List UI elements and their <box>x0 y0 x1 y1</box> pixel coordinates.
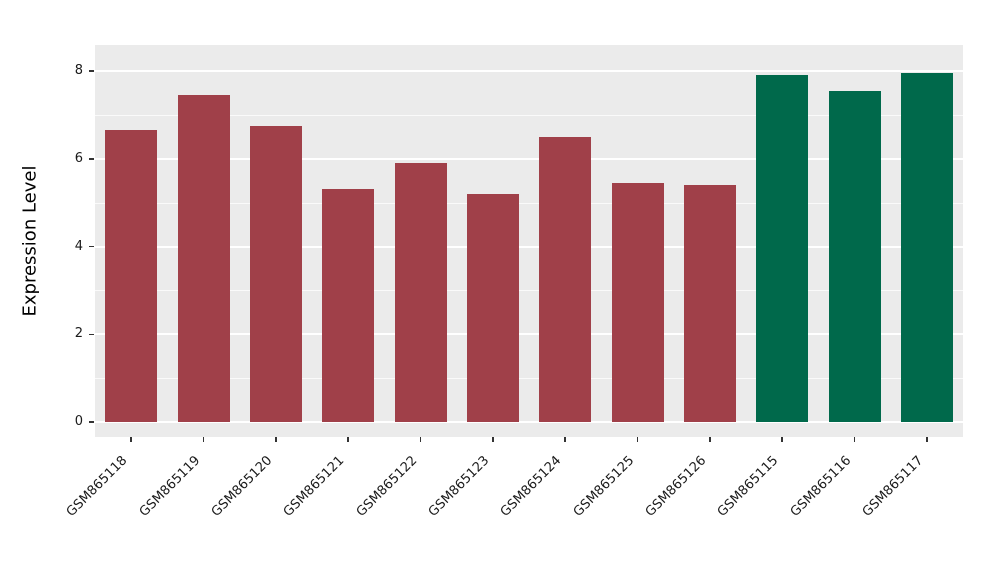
x-tick-mark <box>853 437 856 442</box>
x-tick-mark <box>419 437 422 442</box>
x-tick-mark <box>275 437 277 442</box>
x-tick-mark <box>709 437 711 442</box>
minor-gridline <box>95 290 963 292</box>
x-tick-mark <box>564 437 566 442</box>
major-gridline <box>95 245 963 248</box>
bar <box>322 189 375 422</box>
bar <box>611 182 664 422</box>
bar <box>249 125 302 422</box>
minor-gridline <box>95 114 963 116</box>
major-gridline <box>95 333 963 336</box>
x-tick-mark <box>492 437 494 442</box>
major-gridline <box>95 70 963 72</box>
bar <box>900 73 953 422</box>
y-tick-label: 4 <box>74 238 83 254</box>
bar <box>683 185 736 422</box>
y-tick-mark <box>89 70 94 72</box>
bar <box>828 90 881 422</box>
y-tick-label: 0 <box>74 414 83 429</box>
x-tick-mark <box>636 437 639 442</box>
bar <box>466 193 519 422</box>
major-gridline <box>95 157 963 160</box>
x-tick-mark <box>130 437 132 442</box>
bar <box>177 95 230 422</box>
x-tick-mark <box>202 437 205 442</box>
plot-panel <box>95 45 963 437</box>
y-tick-mark <box>89 333 94 335</box>
y-tick-label: 6 <box>74 150 83 166</box>
x-tick-mark <box>347 437 349 442</box>
bar <box>756 75 809 422</box>
bar <box>105 130 158 422</box>
y-tick-mark <box>89 421 94 423</box>
y-tick-mark <box>89 158 94 160</box>
minor-gridline <box>95 202 963 204</box>
y-tick-label: 2 <box>74 326 83 342</box>
y-axis-title: Expression Level <box>19 165 41 317</box>
y-tick-label: 8 <box>74 63 83 78</box>
x-tick-mark <box>926 437 928 442</box>
bar <box>394 163 447 422</box>
x-tick-mark <box>781 437 783 442</box>
major-gridline <box>95 421 963 423</box>
y-tick-mark <box>89 245 94 248</box>
minor-gridline <box>95 378 963 380</box>
bar <box>539 136 592 422</box>
